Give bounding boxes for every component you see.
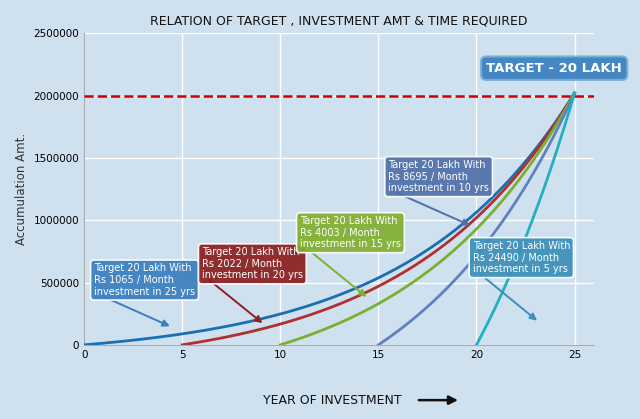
Text: Target 20 Lakh With
Rs 8695 / Month
investment in 10 yrs: Target 20 Lakh With Rs 8695 / Month inve… xyxy=(388,160,489,193)
Title: RELATION OF TARGET , INVESTMENT AMT & TIME REQUIRED: RELATION OF TARGET , INVESTMENT AMT & TI… xyxy=(150,15,528,28)
Text: TARGET - 20 LAKH: TARGET - 20 LAKH xyxy=(486,62,622,75)
Text: Target 20 Lakh With
Rs 4003 / Month
investment in 15 yrs: Target 20 Lakh With Rs 4003 / Month inve… xyxy=(300,216,401,249)
Text: Target 20 Lakh With
Rs 1065 / Month
investment in 25 yrs: Target 20 Lakh With Rs 1065 / Month inve… xyxy=(94,264,195,297)
Text: Target 20 Lakh With
Rs 2022 / Month
investment in 20 yrs: Target 20 Lakh With Rs 2022 / Month inve… xyxy=(202,247,303,280)
Y-axis label: Accumulation Amt.: Accumulation Amt. xyxy=(15,133,28,245)
Text: YEAR OF INVESTMENT: YEAR OF INVESTMENT xyxy=(264,393,402,407)
Text: Target 20 Lakh With
Rs 24490 / Month
investment in 5 yrs: Target 20 Lakh With Rs 24490 / Month inv… xyxy=(472,241,570,274)
